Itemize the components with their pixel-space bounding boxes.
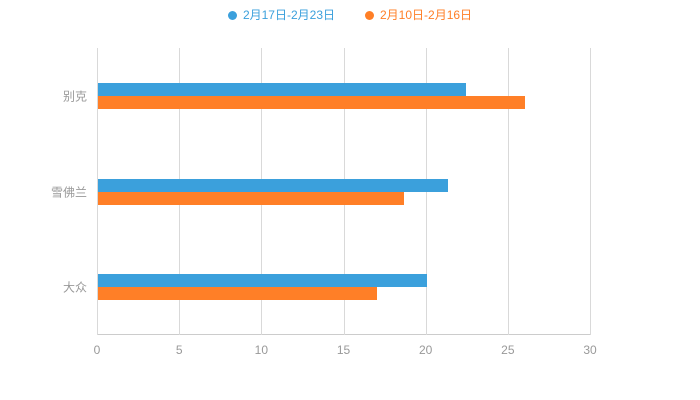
legend: 2月17日-2月23日 2月10日-2月16日 bbox=[0, 8, 700, 22]
category-label: 雪佛兰 bbox=[50, 185, 87, 199]
legend-marker-icon bbox=[227, 10, 237, 20]
legend-marker-icon bbox=[365, 10, 374, 20]
legend-item[interactable]: 2月17日-2月23日 bbox=[227, 8, 335, 22]
x-tick-label: 25 bbox=[501, 343, 515, 357]
x-tick-label: 5 bbox=[175, 343, 183, 357]
gridline bbox=[590, 48, 591, 335]
category-label: 大众 bbox=[62, 280, 87, 295]
x-tick-label: 15 bbox=[336, 343, 351, 357]
x-tick-label: 0 bbox=[93, 343, 101, 357]
bar bbox=[98, 287, 378, 301]
x-tick-label: 30 bbox=[583, 343, 597, 357]
legend-label: 2月17日-2月23日 bbox=[242, 8, 335, 22]
bar bbox=[98, 191, 404, 205]
bar bbox=[98, 95, 526, 109]
bar bbox=[98, 274, 427, 288]
gridline bbox=[507, 48, 509, 335]
category-label: 别克 bbox=[62, 89, 87, 104]
bar bbox=[98, 82, 467, 96]
plot-area: 0 5 10 15 20 25 30 别克雪佛兰大众 bbox=[51, 48, 597, 357]
gridline bbox=[425, 48, 427, 335]
legend-item[interactable]: 2月10日-2月16日 bbox=[365, 8, 472, 22]
legend-label: 2月10日-2月16日 bbox=[380, 8, 473, 22]
x-tick-label: 20 bbox=[418, 343, 433, 357]
x-tick-label: 10 bbox=[254, 343, 269, 357]
gridline bbox=[97, 48, 98, 335]
bar bbox=[98, 178, 449, 192]
